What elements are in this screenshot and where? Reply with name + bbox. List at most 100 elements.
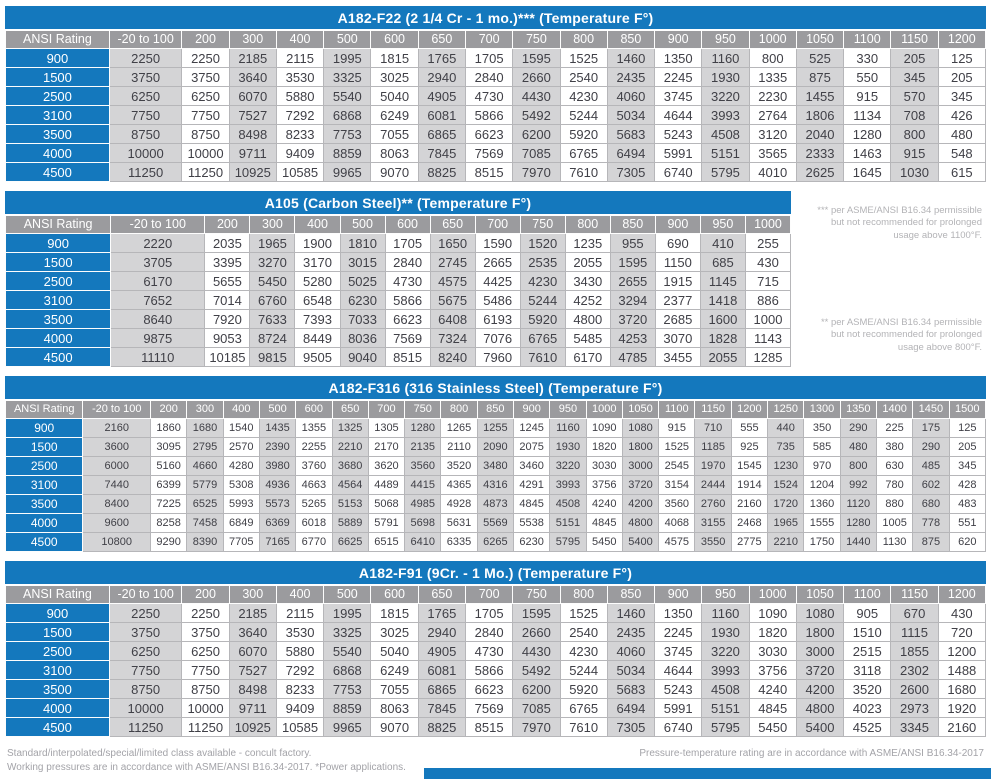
pressure-value-cell: 7750	[108, 660, 183, 680]
pressure-value-cell: 5993	[222, 494, 260, 514]
temperature-column-header: 300	[228, 28, 277, 49]
pressure-value-cell: 5991	[654, 143, 703, 163]
table-row: 3100 7750 7750 7527 7292 6868 6249 6081 5866 5492…	[5, 105, 987, 125]
pressure-value-cell: 1915	[654, 271, 701, 291]
pressure-value-cell: 7305	[606, 717, 656, 737]
pressure-value-cell: 4200	[621, 494, 660, 514]
pressure-value-cell: 1765	[417, 603, 466, 623]
pressure-value-cell: 11250	[108, 717, 183, 737]
pressure-value-cell: 10000	[108, 698, 183, 718]
pressure-value-cell: 7750	[108, 105, 183, 125]
pressure-value-cell: 5880	[275, 641, 325, 661]
pressure-value-cell: 2377	[654, 290, 701, 310]
pressure-value-cell: 4575	[658, 532, 696, 552]
pressure-value-cell: 2764	[748, 105, 797, 125]
pressure-value-cell: 9505	[294, 347, 341, 367]
pressure-value-cell: 3745	[654, 641, 703, 661]
pressure-value-cell: 4430	[512, 641, 561, 661]
pressure-value-cell: 2535	[519, 252, 566, 272]
pressure-value-cell: 1030	[890, 162, 939, 182]
pressure-value-cell: 708	[890, 105, 939, 125]
pressure-value-cell: 2760	[694, 494, 732, 514]
pressure-value-cell: 8750	[108, 679, 183, 699]
pressure-value-cell: 125	[937, 48, 987, 68]
pressure-value-cell: 2665	[474, 252, 521, 272]
pressure-value-cell: 2840	[464, 622, 514, 642]
pressure-value-cell: 3640	[228, 67, 277, 87]
pressure-value-cell: 4508	[549, 494, 587, 514]
pressure-value-cell: 7033	[339, 309, 386, 329]
table-row: 1500 3750 3750 3640 3530 3325 3025 2940 2840 2660…	[5, 67, 987, 87]
pressure-value-cell: 8859	[323, 698, 372, 718]
ansi-rating-cell: 900	[5, 603, 110, 623]
pressure-value-cell: 8258	[150, 513, 188, 533]
pressure-value-cell: 7569	[384, 328, 431, 348]
pressure-value-cell: 1828	[699, 328, 746, 348]
pressure-value-cell: 5540	[323, 86, 372, 106]
table-title: A182-F316 (316 Stainless Steel) (Tempera…	[5, 376, 986, 400]
pressure-value-cell: 6494	[606, 698, 656, 718]
pressure-value-cell: 1855	[890, 641, 939, 661]
temperature-column-header: 200	[150, 398, 188, 419]
pressure-value-cell: 8036	[339, 328, 386, 348]
temperature-column-header: 750	[519, 213, 566, 234]
table-row: 4000 10000 10000 9711 9409 8859 8063 7845 7569 70…	[5, 143, 987, 163]
pressure-value-cell: 7610	[519, 347, 566, 367]
pressure-value-cell: 2660	[512, 622, 561, 642]
table-row: 3500 8750 8750 8498 8233 7753 7055 6865 6623 6200…	[5, 679, 987, 699]
pressure-value-cell: 2973	[890, 698, 939, 718]
pressure-value-cell: 1080	[621, 418, 660, 438]
pressure-value-cell: 6765	[559, 143, 608, 163]
pressure-value-cell: 2745	[429, 252, 476, 272]
pressure-value-cell: 3520	[440, 456, 478, 476]
table-row: 900 2250 2250 2185 2115 1995 1815 1765 1705 1595 1…	[5, 48, 987, 68]
pressure-value-cell: 1720	[767, 494, 805, 514]
pressure-value-cell: 6525	[186, 494, 224, 514]
temperature-column-header: 950	[549, 398, 587, 419]
pressure-value-cell: 345	[937, 86, 987, 106]
table-row: 3100 7750 7750 7527 7292 6868 6249 6081 5866 5492…	[5, 660, 987, 680]
pressure-value-cell: 5492	[512, 105, 561, 125]
side-notes: *** per ASME/ANSI B16.34 permissible but…	[791, 191, 986, 376]
pressure-value-cell: 8233	[275, 679, 325, 699]
temperature-column-header: 1150	[890, 28, 939, 49]
pressure-value-cell: 4730	[464, 641, 514, 661]
ansi-rating-cell: 4500	[5, 717, 110, 737]
pressure-value-cell: 3025	[370, 67, 419, 87]
pressure-value-cell: 3030	[585, 456, 623, 476]
pressure-value-cell: 10585	[275, 162, 325, 182]
table-row: 4500 11110 10185 9815 9505 9040 8515 8240 7960 76…	[4, 347, 792, 367]
pressure-value-cell: 1115	[890, 622, 939, 642]
temperature-column-header: 800	[564, 213, 611, 234]
pressure-value-cell: 2390	[258, 437, 297, 457]
pressure-value-cell: 11250	[181, 162, 230, 182]
temperature-column-header: 400	[222, 398, 260, 419]
pressure-value-cell: 7055	[370, 124, 419, 144]
pressure-value-cell: 2255	[295, 437, 333, 457]
pressure-value-cell: 4785	[609, 347, 656, 367]
pressure-value-cell: 1488	[937, 660, 987, 680]
table-row: 4500 11250 11250 10925 10585 9965 9070 8825 8515…	[5, 162, 987, 182]
pressure-value-cell: 7527	[228, 105, 277, 125]
pressure-value-cell: 1080	[795, 603, 845, 623]
pressure-value-cell: 6193	[474, 309, 521, 329]
pressure-value-cell: 1705	[464, 603, 514, 623]
pressure-value-cell: 3565	[748, 143, 797, 163]
pressure-value-cell: 800	[839, 456, 877, 476]
pressure-value-cell: 3294	[609, 290, 656, 310]
pressure-value-cell: 5880	[275, 86, 325, 106]
temperature-column-header: 200	[181, 28, 230, 49]
pressure-value-cell: 905	[843, 603, 892, 623]
pressure-value-cell: 550	[843, 67, 892, 87]
pressure-value-cell: 7610	[559, 717, 608, 737]
rating-table-a105: A105 (Carbon Steel)** (Temperature F°) AN…	[4, 191, 792, 367]
table-row: 900 2250 2250 2185 2115 1995 1815 1765 1705 1595 1…	[5, 603, 987, 623]
ansi-rating-cell: 1500	[4, 252, 112, 272]
pressure-value-cell: 4252	[564, 290, 611, 310]
pressure-value-cell: 4240	[748, 679, 797, 699]
pressure-value-cell: 430	[937, 603, 987, 623]
table-row: 1500 3750 3750 3640 3530 3325 3025 2940 2840 2660…	[5, 622, 987, 642]
pressure-value-cell: 880	[875, 494, 914, 514]
pressure-value-cell: 9815	[249, 347, 296, 367]
